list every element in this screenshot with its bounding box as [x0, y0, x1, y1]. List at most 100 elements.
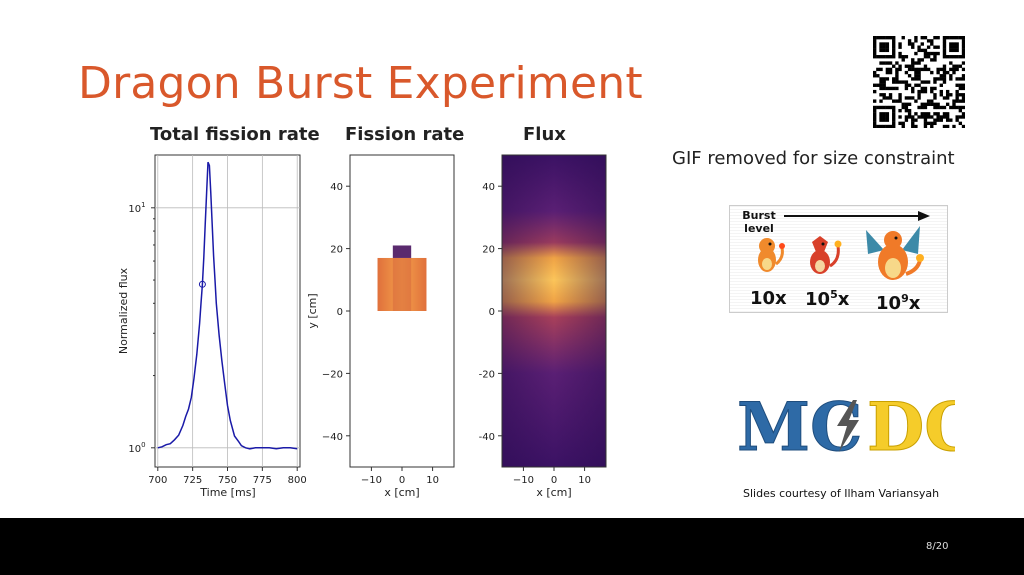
qr-module: [917, 83, 921, 87]
flux-field-shade: [502, 155, 606, 467]
qr-module: [911, 121, 915, 126]
qr-module: [923, 118, 928, 122]
qr-module: [892, 121, 896, 126]
qr-module: [873, 51, 877, 56]
qr-module: [920, 80, 924, 84]
x-tick-label: −10: [513, 475, 534, 486]
y-tick-label: -40: [479, 432, 495, 443]
qr-module: [930, 99, 934, 103]
qr-module: [911, 42, 915, 46]
qr-module: [920, 58, 924, 62]
qr-module: [907, 39, 912, 43]
qr-module: [933, 86, 937, 91]
qr-module: [898, 80, 902, 84]
qr-module: [904, 70, 909, 75]
qr-module: [882, 77, 886, 81]
lightning-bolt-icon: [837, 400, 859, 452]
x-tick-label: 0: [551, 475, 557, 486]
flux-map: 40 20 0 -20 -40 −10 0 10 x [cm]: [479, 154, 607, 499]
slide: Dragon Burst Experiment Total fission ra…: [78, 36, 965, 500]
qr-module: [904, 108, 909, 113]
total-fission-rate-chart: 100 101 700 725 750 775 800 Time [ms] Normali…: [117, 154, 307, 499]
qr-module: [926, 39, 931, 43]
qr-module: [873, 121, 877, 126]
qr-module: [911, 89, 915, 94]
qr-module: [876, 74, 880, 78]
qr-module: [879, 118, 883, 122]
qr-module: [907, 83, 912, 87]
y-axis-label: y [cm]: [306, 293, 319, 328]
qr-module: [882, 55, 886, 59]
qr-module: [933, 102, 937, 106]
dragon-stage-1-icon: [758, 238, 785, 272]
qr-module: [933, 80, 937, 84]
qr-module: [898, 55, 902, 59]
qr-module: [882, 124, 886, 128]
qr-module: [942, 74, 947, 78]
x-axis-label: x [cm]: [384, 486, 419, 499]
slide-title: Dragon Burst Experiment: [78, 58, 643, 109]
qr-module: [955, 99, 959, 103]
qr-module: [961, 93, 965, 97]
qr-module: [911, 58, 915, 62]
qr-module: [936, 51, 940, 56]
qr-module: [911, 64, 915, 68]
qr-module: [920, 89, 924, 94]
qr-module: [942, 48, 947, 53]
qr-module: [876, 124, 880, 128]
qr-module: [888, 70, 893, 75]
qr-module: [898, 64, 902, 68]
qr-module: [933, 118, 937, 122]
y-tick-label: 20: [330, 245, 343, 256]
qr-module: [879, 36, 883, 40]
burst-stage-3-label: 109x: [876, 292, 921, 314]
qr-module: [955, 115, 959, 119]
qr-module: [955, 36, 959, 40]
qr-module: [892, 108, 896, 113]
qr-module: [898, 99, 902, 103]
burst-stage-1-label: 10x: [750, 288, 787, 309]
qr-module: [952, 124, 956, 128]
qr-module: [879, 83, 883, 87]
qr-module: [939, 67, 943, 72]
qr-module: [961, 39, 965, 43]
qr-module: [923, 86, 928, 91]
qr-module: [949, 93, 953, 97]
qr-module: [952, 105, 956, 110]
qr-module: [882, 93, 886, 97]
burst-stage-2-label: 105x: [805, 288, 850, 310]
qr-module: [907, 115, 912, 119]
qr-module: [892, 86, 896, 91]
qr-module: [873, 70, 877, 75]
y-tick-label: 40: [482, 182, 495, 193]
qr-module: [939, 115, 943, 119]
qr-module: [885, 77, 890, 81]
qr-module: [939, 93, 943, 97]
qr-module: [930, 121, 934, 126]
qr-module: [911, 124, 915, 128]
qr-module: [942, 80, 947, 84]
qr-module: [923, 102, 928, 106]
qr-module: [952, 67, 956, 72]
qr-module: [952, 99, 956, 103]
qr-module: [911, 45, 915, 49]
qr-module: [917, 61, 921, 65]
qr-module: [885, 115, 890, 119]
qr-module: [904, 118, 909, 122]
qr-module: [895, 61, 899, 65]
qr-module: [882, 118, 886, 122]
qr-module: [945, 93, 950, 97]
qr-module: [898, 121, 902, 126]
qr-module: [930, 115, 934, 119]
qr-module: [873, 36, 877, 40]
qr-module: [942, 36, 947, 40]
qr-module: [942, 77, 947, 81]
qr-module: [923, 115, 928, 119]
arrow-right-icon: [784, 211, 930, 221]
qr-code[interactable]: [873, 36, 965, 128]
qr-module: [885, 70, 890, 75]
qr-module: [914, 61, 918, 65]
qr-module: [955, 55, 959, 59]
qr-module: [942, 67, 947, 72]
qr-module: [895, 80, 899, 84]
